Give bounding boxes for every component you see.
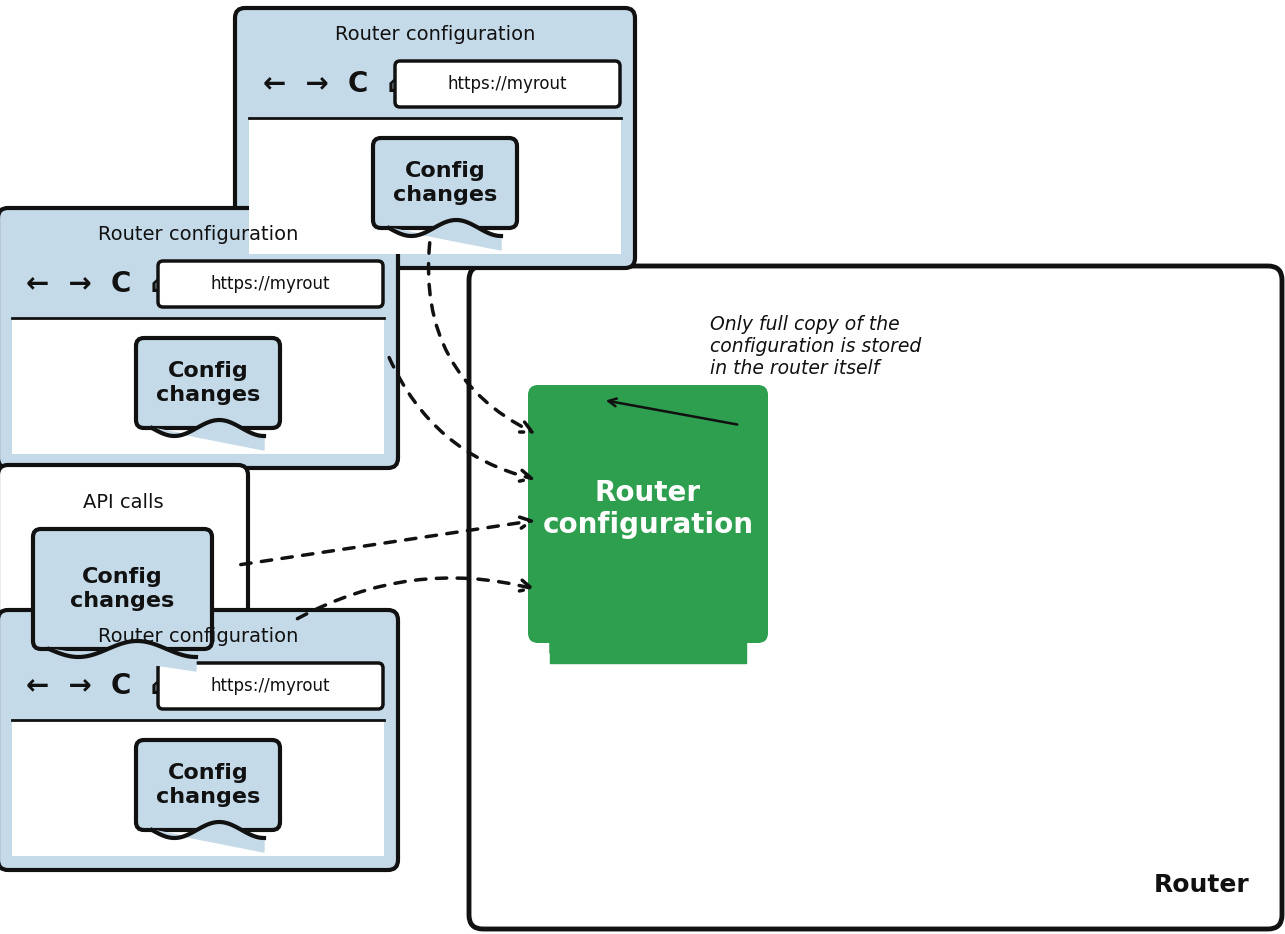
- FancyBboxPatch shape: [158, 261, 383, 307]
- FancyBboxPatch shape: [0, 465, 248, 695]
- Text: Router: Router: [1154, 873, 1250, 897]
- FancyBboxPatch shape: [0, 610, 398, 870]
- Text: Config
changes: Config changes: [71, 567, 175, 611]
- Text: Only full copy of the
configuration is stored
in the router itself: Only full copy of the configuration is s…: [711, 315, 921, 378]
- FancyBboxPatch shape: [136, 338, 280, 428]
- Polygon shape: [550, 617, 747, 653]
- FancyBboxPatch shape: [394, 61, 619, 107]
- Text: Config
changes: Config changes: [155, 763, 260, 807]
- Text: https://myrout: https://myrout: [447, 75, 567, 93]
- Text: Config
changes: Config changes: [393, 162, 497, 205]
- FancyBboxPatch shape: [469, 266, 1282, 929]
- FancyBboxPatch shape: [373, 138, 517, 228]
- FancyBboxPatch shape: [136, 740, 280, 830]
- FancyBboxPatch shape: [249, 118, 621, 254]
- FancyBboxPatch shape: [0, 208, 398, 468]
- Text: ←  →  C  ⌂: ← → C ⌂: [26, 672, 171, 700]
- Polygon shape: [49, 641, 197, 671]
- Text: Router
configuration: Router configuration: [542, 479, 753, 539]
- FancyBboxPatch shape: [235, 8, 635, 268]
- Polygon shape: [152, 822, 263, 852]
- Text: https://myrout: https://myrout: [211, 677, 330, 695]
- FancyBboxPatch shape: [33, 529, 212, 649]
- Text: Config
changes: Config changes: [155, 361, 260, 404]
- Text: ←  →  C  ⌂: ← → C ⌂: [26, 270, 171, 298]
- Text: Router configuration: Router configuration: [98, 627, 298, 645]
- Polygon shape: [152, 420, 263, 450]
- Text: API calls: API calls: [82, 493, 163, 513]
- Text: Router configuration: Router configuration: [335, 24, 535, 44]
- FancyBboxPatch shape: [158, 663, 383, 709]
- FancyBboxPatch shape: [528, 385, 768, 643]
- Text: https://myrout: https://myrout: [211, 275, 330, 293]
- Text: ←  →  C  ⌂: ← → C ⌂: [263, 70, 407, 98]
- FancyBboxPatch shape: [12, 318, 384, 454]
- FancyBboxPatch shape: [12, 720, 384, 856]
- Polygon shape: [389, 220, 501, 250]
- Text: Router configuration: Router configuration: [98, 224, 298, 244]
